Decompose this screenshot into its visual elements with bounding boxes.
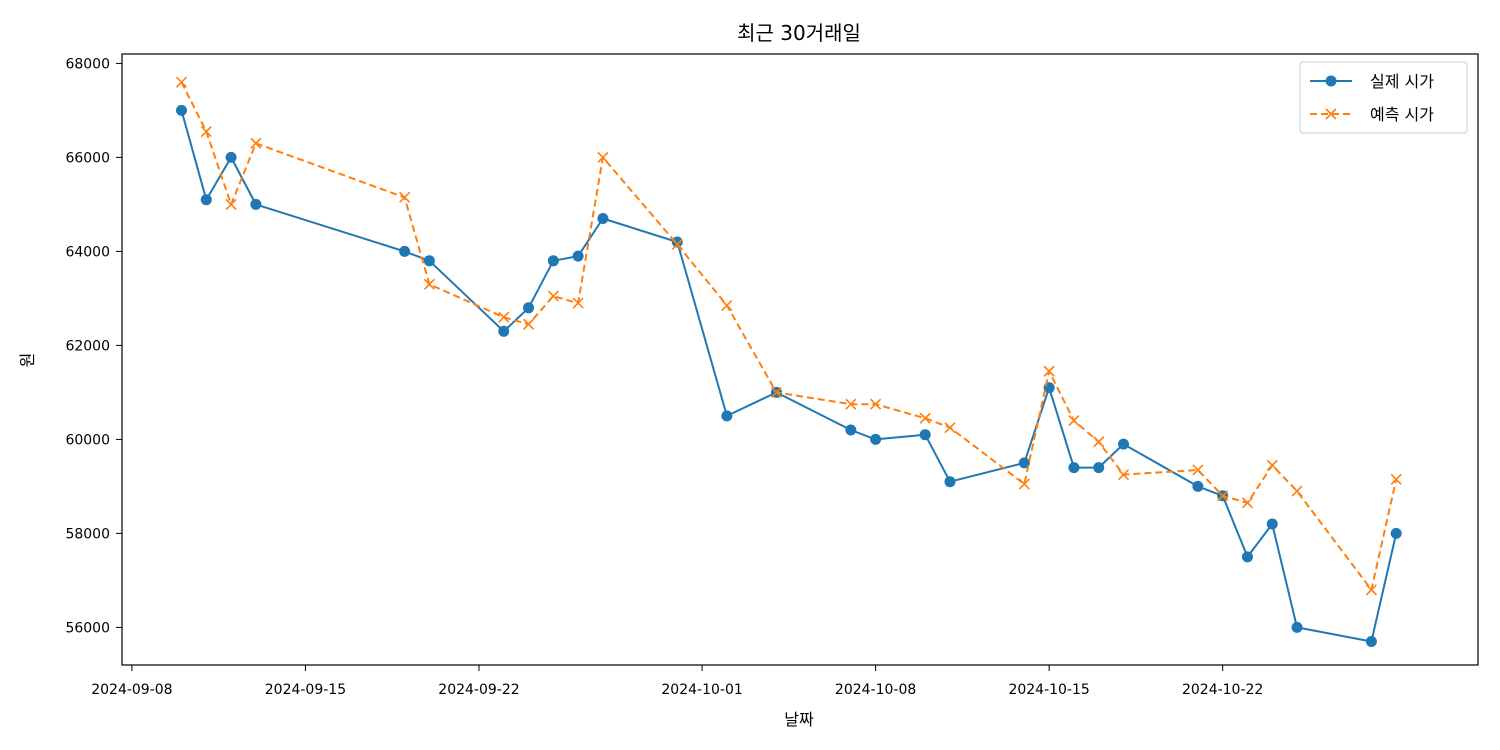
data-point-actual <box>1365 636 1377 647</box>
plot-frame <box>121 53 1479 666</box>
data-point-forecast <box>919 412 931 424</box>
data-point-actual <box>1093 462 1105 474</box>
data-point-actual <box>1118 438 1130 450</box>
data-point-forecast <box>1217 490 1229 502</box>
data-point-actual <box>200 194 212 206</box>
data-point-actual <box>919 429 931 441</box>
data-point-forecast <box>522 318 535 330</box>
data-point-actual <box>572 250 584 262</box>
data-point-actual <box>423 255 435 267</box>
x-tick-label: 2024-10-22 <box>1182 682 1263 698</box>
series-layer <box>175 76 1402 647</box>
chart-title: 최근 30거래일 <box>737 21 861 45</box>
data-point-forecast <box>200 125 212 138</box>
data-point-forecast <box>1117 469 1130 481</box>
x-tick-label: 2024-10-15 <box>1008 682 1089 698</box>
data-point-forecast <box>1018 478 1030 490</box>
y-tick-label: 66000 <box>65 150 110 166</box>
x-tick-label: 2024-09-15 <box>265 682 346 698</box>
data-point-forecast <box>399 191 411 203</box>
data-point-forecast <box>870 398 882 410</box>
series-line-1 <box>180 81 1398 591</box>
data-point-actual <box>944 476 956 488</box>
data-point-actual <box>1390 527 1402 539</box>
data-point-actual <box>523 302 535 314</box>
data-point-forecast <box>1390 473 1402 485</box>
data-point-forecast <box>498 311 510 323</box>
x-axis-ticks: 2024-09-08 2024-09-15 2024-09-22 2024-10-01… <box>91 665 1263 698</box>
data-point-forecast <box>572 297 584 309</box>
data-point-forecast <box>225 198 237 210</box>
data-point-forecast <box>1291 485 1303 497</box>
data-point-forecast <box>423 278 435 290</box>
data-point-actual <box>1018 457 1030 469</box>
data-point-forecast <box>1365 584 1377 596</box>
data-point-actual <box>597 213 609 224</box>
legend-box <box>1299 61 1468 134</box>
data-point-forecast <box>944 422 956 434</box>
y-tick-label: 58000 <box>65 526 110 542</box>
data-point-forecast <box>1043 365 1055 377</box>
y-tick-label: 62000 <box>65 338 110 354</box>
y-axis-title: 원 <box>18 353 37 368</box>
data-point-actual <box>1068 462 1080 474</box>
legend-label-forecast: 예측 시가 <box>1370 105 1434 124</box>
data-point-forecast <box>1093 436 1105 448</box>
data-point-actual <box>547 255 559 267</box>
data-point-forecast <box>1241 497 1254 509</box>
data-point-forecast <box>1068 415 1080 427</box>
x-tick-label: 2024-10-08 <box>835 682 916 698</box>
legend-label-actual: 실제 시가 <box>1370 72 1434 91</box>
y-axis-ticks: 56000 58000 60000 62000 64000 66000 68000 <box>65 56 122 636</box>
legend: 실제 시가 예측 시가 <box>1299 61 1468 134</box>
data-point-actual <box>399 245 411 257</box>
data-point-actual <box>1291 621 1303 633</box>
data-point-actual <box>870 433 882 445</box>
data-point-forecast <box>671 238 683 250</box>
data-point-forecast <box>845 398 857 410</box>
legend-marker-actual <box>1325 75 1337 87</box>
data-point-actual <box>225 151 237 163</box>
data-point-forecast <box>597 151 609 163</box>
data-point-actual <box>845 424 857 436</box>
x-tick-label: 2024-10-01 <box>661 682 742 698</box>
y-tick-label: 60000 <box>65 432 110 448</box>
data-point-forecast <box>1266 459 1278 471</box>
y-tick-label: 68000 <box>65 56 110 72</box>
x-axis-title: 날짜 <box>784 710 814 729</box>
y-tick-label: 56000 <box>65 620 110 636</box>
data-point-actual <box>1266 518 1278 530</box>
data-point-forecast <box>721 299 733 312</box>
data-point-actual <box>671 236 683 248</box>
data-point-forecast <box>770 386 783 398</box>
y-tick-label: 64000 <box>65 244 110 260</box>
data-point-forecast <box>1192 464 1204 476</box>
x-tick-label: 2024-09-22 <box>438 682 519 698</box>
data-point-forecast <box>250 137 262 149</box>
data-point-actual <box>721 410 733 422</box>
x-tick-label: 2024-09-08 <box>91 682 172 698</box>
data-point-forecast <box>175 76 188 88</box>
data-point-actual <box>175 104 187 116</box>
data-point-actual <box>1192 480 1204 492</box>
data-point-forecast <box>547 290 559 302</box>
data-point-actual <box>1241 551 1253 563</box>
data-point-actual <box>250 198 262 210</box>
data-point-actual <box>498 325 510 337</box>
legend-marker-forecast <box>1325 108 1337 120</box>
